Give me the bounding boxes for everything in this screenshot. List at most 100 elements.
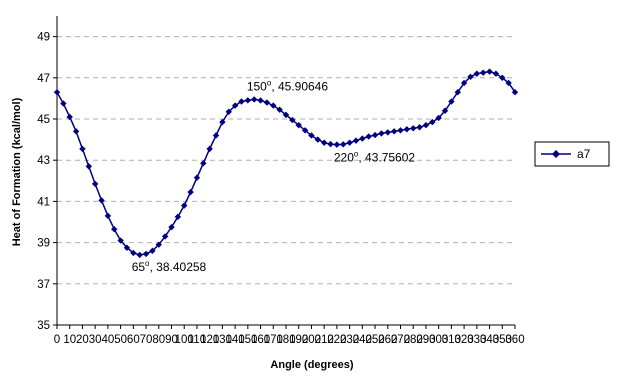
data-point bbox=[403, 126, 411, 133]
data-point bbox=[467, 73, 474, 80]
data-point bbox=[174, 213, 182, 221]
data-point bbox=[295, 121, 302, 129]
x-tick-label: 130 bbox=[213, 334, 232, 346]
data-point bbox=[219, 118, 226, 126]
x-tick-label: 240 bbox=[353, 334, 372, 346]
x-tick-label: 50 bbox=[114, 334, 127, 346]
data-point bbox=[238, 98, 245, 105]
x-tick-label: 140 bbox=[226, 334, 245, 346]
x-tick-label: 330 bbox=[467, 334, 486, 346]
data-point bbox=[397, 127, 404, 134]
data-point bbox=[499, 74, 506, 81]
data-point bbox=[79, 145, 86, 153]
data-point bbox=[511, 89, 519, 96]
data-point bbox=[384, 129, 391, 136]
x-tick-label: 320 bbox=[455, 334, 474, 346]
data-point bbox=[53, 89, 61, 96]
data-point bbox=[352, 137, 360, 144]
data-point bbox=[117, 237, 124, 244]
data-point bbox=[454, 89, 461, 96]
y-tick-label: 47 bbox=[37, 73, 50, 85]
y-axis-ticks: 35 37 39 41 43 45 47 49 bbox=[37, 32, 57, 332]
data-point bbox=[327, 140, 334, 148]
data-point bbox=[486, 68, 493, 75]
y-tick-label: 49 bbox=[37, 32, 50, 44]
data-point bbox=[308, 132, 315, 139]
data-point bbox=[257, 97, 264, 104]
x-axis-title: Angle (degrees) bbox=[270, 359, 353, 371]
legend-marker bbox=[552, 150, 560, 158]
data-point bbox=[422, 121, 430, 129]
y-tick-label: 45 bbox=[37, 114, 50, 126]
data-point bbox=[85, 163, 93, 170]
data-point bbox=[416, 124, 423, 131]
data-point bbox=[200, 160, 207, 167]
data-point bbox=[435, 114, 442, 122]
data-point bbox=[244, 97, 252, 104]
x-tick-label: 170 bbox=[264, 334, 283, 346]
y-tick-label: 37 bbox=[37, 279, 50, 291]
data-point bbox=[365, 133, 372, 140]
data-point bbox=[320, 139, 328, 146]
data-point bbox=[206, 145, 213, 153]
data-point bbox=[429, 118, 436, 126]
data-point bbox=[123, 244, 131, 251]
data-point bbox=[371, 131, 379, 139]
data-point bbox=[161, 233, 169, 240]
x-tick-label: 180 bbox=[276, 334, 295, 346]
x-tick-label: 40 bbox=[101, 334, 114, 346]
data-point bbox=[473, 70, 481, 77]
x-tick-label: 270 bbox=[391, 334, 410, 346]
data-point bbox=[289, 116, 296, 124]
x-tick-label: 260 bbox=[378, 334, 397, 346]
data-point bbox=[231, 102, 239, 109]
x-tick-label: 0 bbox=[54, 334, 60, 346]
x-tick-label: 100 bbox=[175, 334, 194, 346]
x-tick-label: 90 bbox=[165, 334, 178, 346]
x-tick-label: 60 bbox=[127, 334, 140, 346]
data-point bbox=[142, 250, 150, 258]
x-tick-label: 280 bbox=[404, 334, 423, 346]
data-point bbox=[479, 69, 487, 76]
data-point bbox=[104, 212, 112, 220]
x-tick-label: 80 bbox=[152, 334, 165, 346]
data-point bbox=[66, 113, 73, 121]
data-point bbox=[91, 180, 99, 188]
grid bbox=[57, 36, 515, 285]
data-point bbox=[314, 136, 322, 143]
series-line bbox=[56, 70, 516, 256]
data-point bbox=[301, 127, 309, 134]
x-tick-label: 360 bbox=[505, 334, 524, 346]
data-point bbox=[441, 107, 449, 114]
data-point bbox=[276, 106, 283, 113]
axes bbox=[56, 16, 515, 326]
x-tick-label: 220 bbox=[327, 334, 346, 346]
x-tick-label: 300 bbox=[429, 334, 448, 346]
y-tick-label: 43 bbox=[37, 155, 50, 167]
x-tick-label: 350 bbox=[493, 334, 512, 346]
x-tick-label: 20 bbox=[76, 334, 89, 346]
x-tick-label: 230 bbox=[340, 334, 359, 346]
series-layer bbox=[53, 68, 519, 259]
x-tick-label: 200 bbox=[302, 334, 321, 346]
data-point bbox=[193, 174, 201, 181]
data-point bbox=[282, 111, 290, 119]
x-tick-label: 340 bbox=[480, 334, 499, 346]
y-axis-title: Heat of Formation (kcal/mol) bbox=[11, 97, 23, 246]
data-point bbox=[359, 135, 366, 142]
data-point bbox=[60, 100, 67, 107]
data-label: 150o, 45.90646 bbox=[247, 78, 329, 93]
data-point bbox=[98, 197, 105, 204]
data-point bbox=[250, 96, 258, 103]
data-point bbox=[333, 141, 341, 148]
x-tick-label: 210 bbox=[315, 334, 334, 346]
data-point bbox=[111, 226, 118, 233]
x-tick-label: 70 bbox=[140, 334, 153, 346]
data-point bbox=[187, 188, 194, 196]
data-point bbox=[390, 128, 398, 135]
y-tick-label: 35 bbox=[37, 320, 50, 332]
data-point bbox=[492, 70, 500, 77]
data-point bbox=[410, 125, 417, 132]
data-point bbox=[149, 247, 156, 255]
